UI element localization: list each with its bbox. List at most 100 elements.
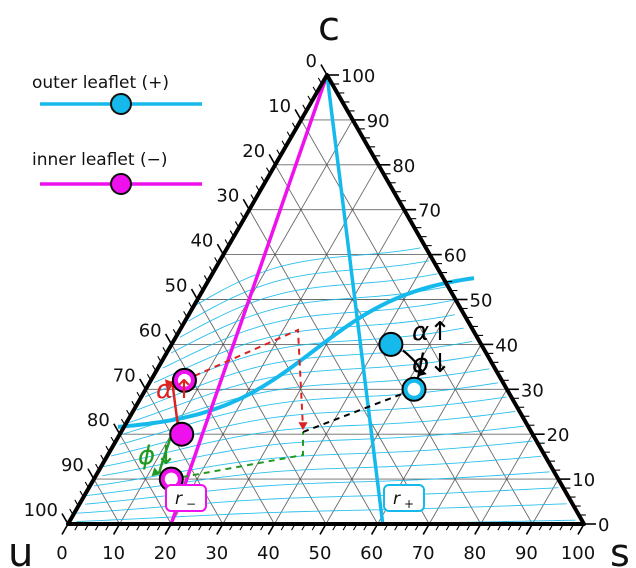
tie-line-outer xyxy=(325,74,385,525)
tick-left xyxy=(100,454,105,462)
grid-line-u xyxy=(93,478,120,525)
tick-bottom xyxy=(105,523,110,531)
green-curved-arrow xyxy=(158,436,172,474)
tick-label-left: 50 xyxy=(165,276,188,297)
tick-bottom xyxy=(342,523,348,531)
tick-left xyxy=(312,86,318,94)
contour-line xyxy=(102,425,524,477)
axis-ticks: 0 10 20 30 40 50 60 70 80 90 100010203040506070809… xyxy=(24,51,610,564)
arrow-head xyxy=(298,422,308,430)
grid-line-u xyxy=(248,209,430,525)
tick-left xyxy=(320,64,328,76)
point-inner-lower-open-hole xyxy=(164,472,178,486)
tick-bottom xyxy=(84,523,90,531)
annotation-phi-down-inner: ϕ↓ xyxy=(138,441,177,471)
contour-line xyxy=(102,411,516,468)
annotation-alpha-up-outer: α↑ xyxy=(412,317,451,347)
tick-bottom xyxy=(370,523,379,535)
tick-label-left: 10 xyxy=(268,96,291,117)
tick-label-bottom: 60 xyxy=(360,543,383,564)
tick-bottom xyxy=(422,523,430,535)
tick-label-bottom: 30 xyxy=(205,543,228,564)
tick-left xyxy=(203,275,209,282)
tick-bottom xyxy=(239,523,244,531)
tick-label-left: 30 xyxy=(216,186,239,207)
tick-bottom xyxy=(497,523,502,531)
vertex-label-c: c xyxy=(318,4,340,50)
grid-line-u xyxy=(197,299,327,525)
grid-line-s xyxy=(325,299,456,525)
tick-left xyxy=(69,508,74,516)
tick-label-right: 10 xyxy=(572,470,595,491)
point-outer-open-hole xyxy=(407,382,421,396)
tick-bottom xyxy=(267,523,276,535)
tick-bottom xyxy=(260,523,265,531)
tick-bottom xyxy=(559,523,564,531)
tie-lines xyxy=(169,74,385,525)
tick-left xyxy=(260,176,266,184)
tick-left xyxy=(146,373,152,381)
grid-line-s xyxy=(428,389,508,525)
tick-bottom xyxy=(404,523,410,531)
tick-bottom xyxy=(352,523,358,531)
labels: α↑ϕ↓α↑ϕ↓r − r + xyxy=(138,317,451,512)
tick-bottom xyxy=(319,523,327,535)
contour-line xyxy=(170,286,447,354)
contour-line xyxy=(76,503,567,522)
tick-left xyxy=(234,221,240,228)
contour-line xyxy=(196,247,421,305)
tick-left xyxy=(242,198,250,211)
tick-bottom xyxy=(187,523,193,531)
tick-left xyxy=(214,257,219,264)
contour-line xyxy=(119,368,490,436)
tick-left xyxy=(291,122,297,130)
tick-bottom xyxy=(164,523,172,535)
tick-label-bottom: 80 xyxy=(463,543,486,564)
tick-left xyxy=(317,77,323,85)
tick-bottom xyxy=(74,523,79,531)
tick-bottom xyxy=(394,523,399,531)
tick-bottom xyxy=(487,523,492,531)
grid-line-u xyxy=(119,433,172,525)
tick-left xyxy=(302,104,307,112)
tick-left xyxy=(139,378,147,390)
tick-left xyxy=(216,243,225,255)
label-box-r-plus xyxy=(383,484,425,512)
tick-bottom xyxy=(363,523,368,531)
red-dashed-path xyxy=(184,328,304,429)
tick-bottom xyxy=(456,523,461,531)
contour-line xyxy=(85,471,550,505)
tick-label-left: 80 xyxy=(87,410,110,431)
legend-outer-marker xyxy=(110,93,132,115)
contour-line xyxy=(162,299,456,369)
grid-line-s xyxy=(532,478,559,525)
tick-label-bottom: 10 xyxy=(102,543,125,564)
annotation-phi-down-outer: ϕ↓ xyxy=(412,349,451,379)
label-r-minus: r xyxy=(175,489,183,509)
tick-bottom xyxy=(61,523,69,535)
tick-bottom xyxy=(507,523,513,531)
tick-bottom xyxy=(518,523,523,531)
grid-line-u xyxy=(145,389,224,525)
tick-left xyxy=(177,320,183,327)
tick-left xyxy=(121,418,126,426)
tick-bottom xyxy=(208,523,213,531)
vertex-label-u: u xyxy=(8,530,33,568)
tick-left xyxy=(268,153,276,166)
tick-label-right: 70 xyxy=(418,201,441,222)
tick-label-right: 90 xyxy=(367,111,390,132)
tick-bottom xyxy=(577,523,585,535)
tick-label-bottom: 100 xyxy=(561,543,595,564)
tick-left xyxy=(281,140,287,148)
label-r-minus-sub: − xyxy=(186,497,196,511)
tick-bottom xyxy=(249,523,255,531)
label-box-r-minus xyxy=(165,484,207,512)
tick-label-right: 30 xyxy=(521,380,544,401)
tick-left xyxy=(172,329,178,336)
tick-bottom xyxy=(538,523,544,531)
tick-bottom xyxy=(414,523,420,531)
tie-line-inner xyxy=(169,74,329,525)
tick-bottom xyxy=(525,523,534,535)
legend-inner-label: inner leaflet (−) xyxy=(32,150,167,170)
tick-left xyxy=(307,95,312,103)
